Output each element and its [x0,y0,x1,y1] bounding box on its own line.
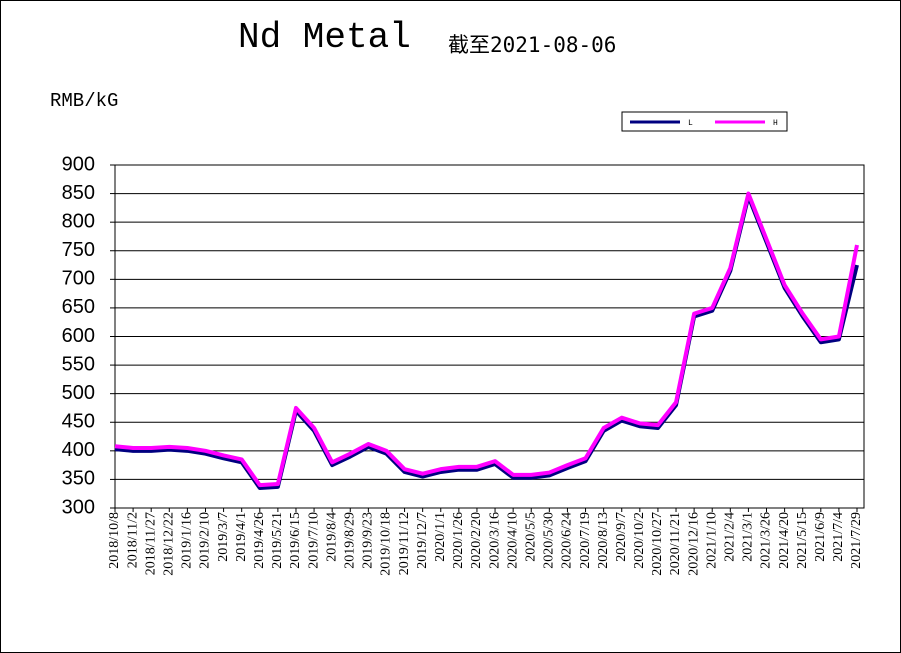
x-tick-label: 2019/10/18 [379,512,394,576]
x-tick-label: 2019/8/4 [324,512,339,562]
x-tick-label: 2020/3/16 [487,512,502,569]
x-tick-label: 2020/11/21 [668,512,683,575]
x-tick-label: 2021/6/9 [813,512,828,562]
x-tick-label: 2018/12/22 [162,512,177,576]
y-tick-label: 900 [62,153,95,175]
x-tick-label: 2019/4/1 [234,512,249,562]
x-tick-label: 2021/7/29 [849,512,864,569]
x-tick-label: 2021/5/15 [795,512,810,569]
x-tick-label: 2020/1/26 [451,512,466,569]
x-tick-label: 2020/12/16 [686,512,701,576]
legend-label: L [688,119,693,128]
x-tick-label: 2019/11/12 [397,512,412,575]
x-tick-label: 2018/11/2 [125,512,140,568]
y-tick-label: 300 [62,496,95,518]
x-tick-label: 2020/9/7 [614,512,629,562]
x-tick-label: 2019/12/7 [415,512,430,569]
x-tick-label: 2019/5/21 [270,512,285,569]
x-tick-label: 2019/7/10 [306,512,321,569]
x-tick-label: 2021/2/4 [723,512,738,562]
x-tick-label: 2020/10/2 [632,512,647,569]
y-tick-label: 350 [62,468,95,490]
x-tick-label: 2020/1/1 [433,512,448,562]
y-tick-label: 450 [62,411,95,433]
legend-label: H [773,119,778,128]
y-tick-label: 400 [62,439,95,461]
x-tick-label: 2019/6/15 [288,512,303,569]
y-tick-label: 750 [62,239,95,261]
x-tick-label: 2020/8/13 [596,512,611,569]
x-tick-label: 2021/4/20 [777,512,792,569]
x-tick-label: 2021/7/4 [831,512,846,562]
legend-box [621,111,788,132]
chart-title: Nd Metal [238,17,411,58]
x-tick-label: 2018/11/27 [143,512,158,575]
x-tick-label: 2019/1/16 [180,512,195,569]
x-tick-label: 2019/2/10 [198,512,213,569]
y-tick-label: 600 [62,325,95,347]
series-line [114,191,859,488]
y-tick-label: 550 [62,353,95,375]
x-tick-label: 2020/5/5 [523,512,538,562]
x-tick-label: 2020/7/19 [578,512,593,569]
y-tick-label: 800 [62,210,95,232]
x-tick-label: 2021/3/1 [741,512,756,562]
y-axis-label: RMB/kG [50,90,118,112]
x-tick-label: 2021/3/26 [759,512,774,569]
x-tick-label: 2020/4/10 [505,512,520,569]
x-tick-label: 2019/3/7 [216,512,231,562]
x-tick-label: 2018/10/8 [107,512,122,569]
y-tick-label: 700 [62,268,95,290]
x-tick-label: 2019/8/29 [342,512,357,569]
chart-subtitle: 截至2021-08-06 [448,33,616,57]
y-tick-label: 850 [62,182,95,204]
y-tick-label: 650 [62,296,95,318]
y-tick-label: 500 [62,382,95,404]
x-tick-label: 2020/10/27 [650,512,665,576]
x-tick-label: 2020/5/30 [542,512,557,569]
x-tick-label: 2019/9/23 [361,512,376,569]
x-tick-label: 2019/4/26 [252,512,267,569]
x-tick-label: 2020/2/20 [469,512,484,569]
x-tick-label: 2020/6/24 [560,512,575,569]
x-tick-label: 2021/1/10 [704,512,719,569]
